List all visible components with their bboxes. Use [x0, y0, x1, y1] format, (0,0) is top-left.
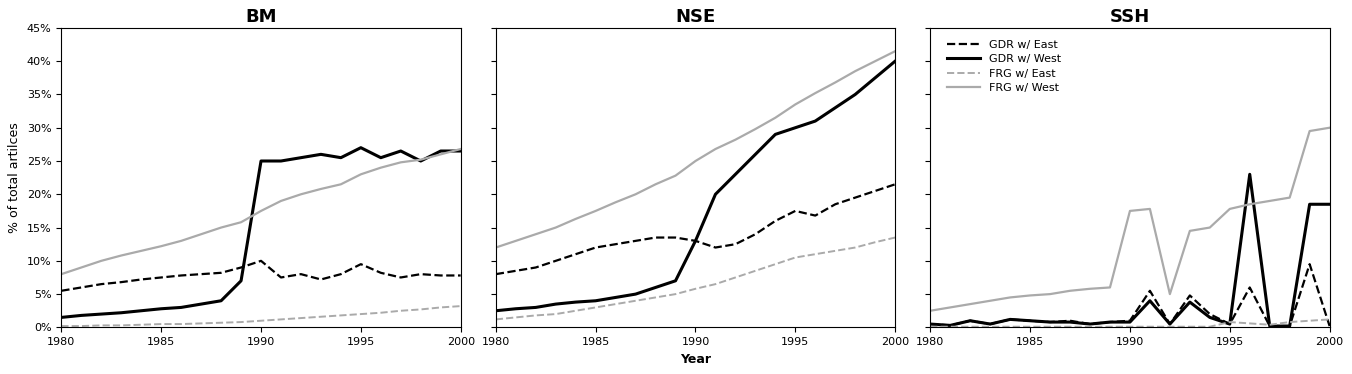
Y-axis label: % of total artilces: % of total artilces: [8, 122, 22, 233]
Legend: GDR w/ East, GDR w/ West, FRG w/ East, FRG w/ West: GDR w/ East, GDR w/ West, FRG w/ East, F…: [944, 36, 1065, 96]
Title: BM: BM: [245, 8, 277, 26]
Title: NSE: NSE: [676, 8, 715, 26]
Title: SSH: SSH: [1110, 8, 1151, 26]
X-axis label: Year: Year: [680, 353, 711, 366]
